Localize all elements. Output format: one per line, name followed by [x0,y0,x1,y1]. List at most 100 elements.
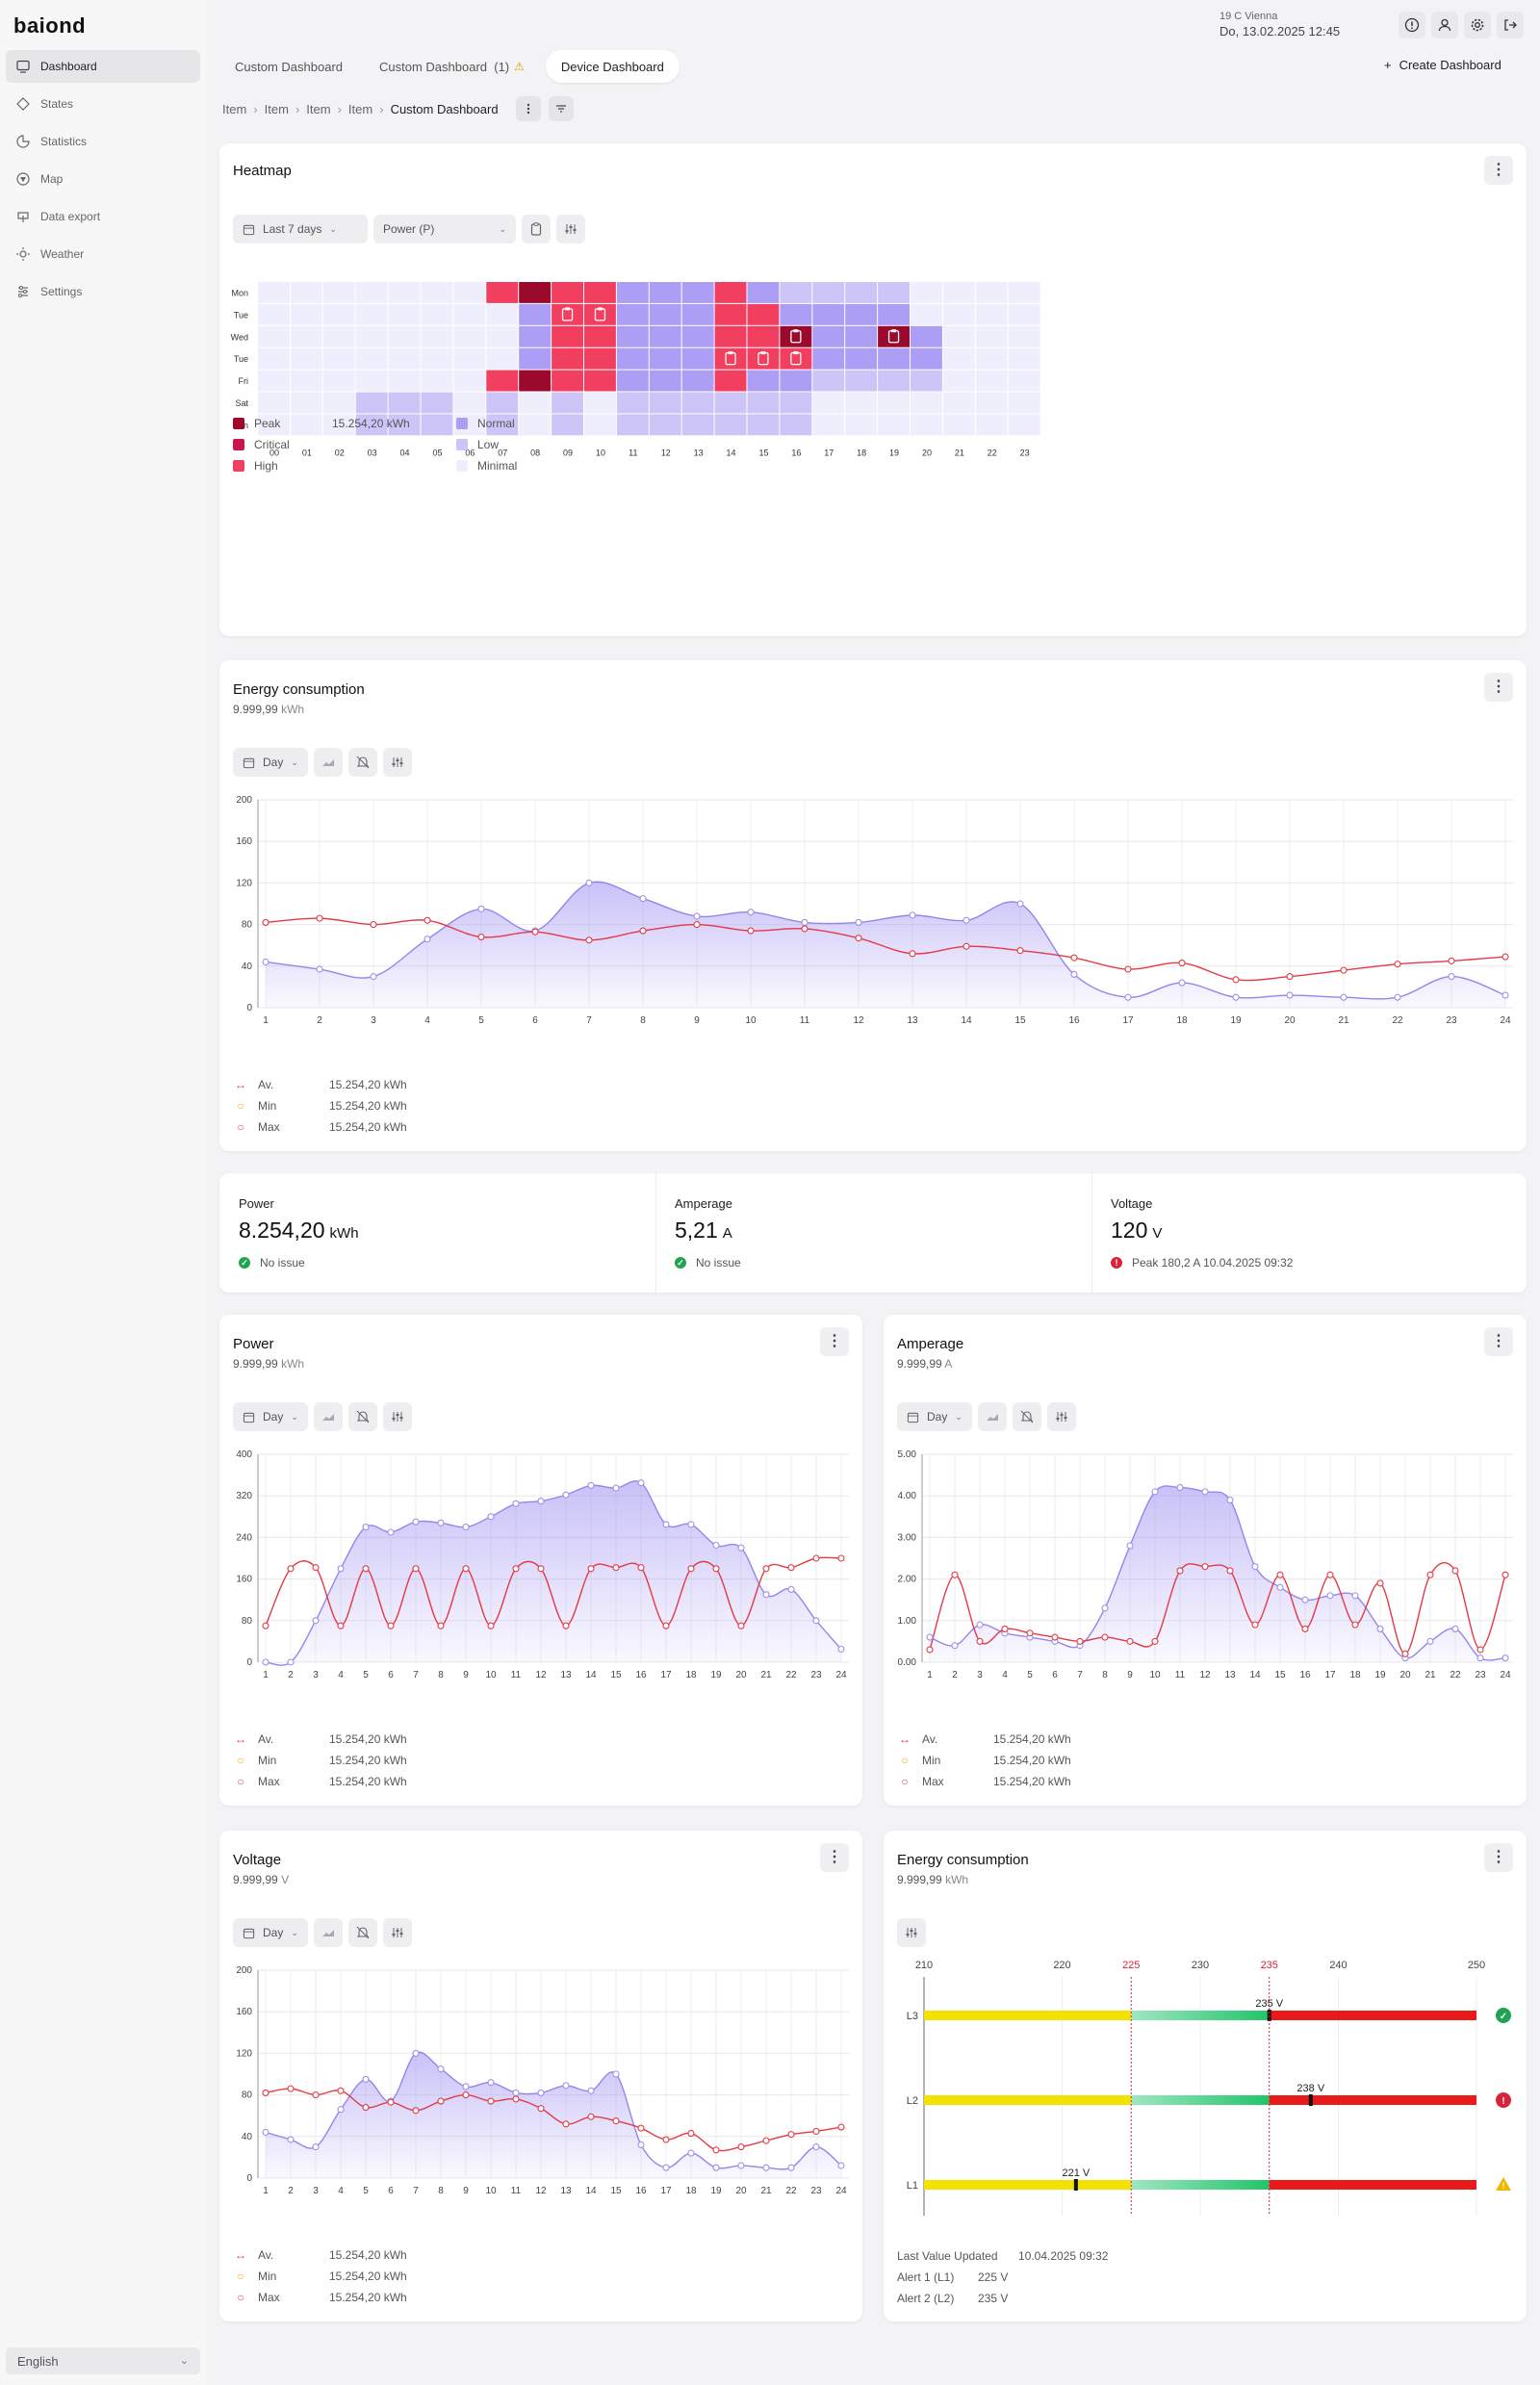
more-menu-icon[interactable]: ⋮ [820,1327,849,1356]
heatmap-cell[interactable] [486,303,519,325]
line-point[interactable] [462,1565,470,1573]
area-point[interactable] [362,1524,370,1531]
heatmap-cell[interactable] [681,392,714,414]
line-point[interactable] [762,2137,770,2144]
line-point[interactable] [362,2104,370,2112]
sidebar-item-data-export[interactable]: Data export [6,200,200,233]
period-select[interactable]: Day ⌄ [233,748,308,777]
heatmap-cell[interactable] [258,414,290,436]
area-point[interactable] [424,936,431,943]
line-point[interactable] [362,1565,370,1573]
tab-device-dashboard[interactable]: Device Dashboard [545,50,680,83]
area-point[interactable] [1448,973,1455,981]
heatmap-cell[interactable] [780,392,812,414]
heatmap-cell[interactable] [290,414,322,436]
clipboard-icon[interactable] [757,351,769,366]
area-point[interactable] [712,1541,720,1550]
area-point[interactable] [1326,1592,1334,1600]
heatmap-cell[interactable] [649,370,681,392]
heatmap-cell[interactable] [322,414,355,436]
heatmap-cell[interactable] [911,282,942,303]
area-point[interactable] [1502,1654,1509,1662]
heatmap-cell[interactable] [322,303,355,325]
heatmap-cell[interactable] [911,325,942,347]
heatmap-cell[interactable] [911,392,942,414]
heatmap-cell[interactable] [649,414,681,436]
heatmap-cell[interactable] [714,282,747,303]
more-menu-icon[interactable]: ⋮ [1484,673,1513,702]
heatmap-cell[interactable] [355,303,388,325]
area-point[interactable] [1286,991,1294,999]
heatmap-cell[interactable] [878,370,910,392]
heatmap-cell[interactable] [290,347,322,370]
line-point[interactable] [639,927,647,935]
heatmap-cell[interactable] [845,347,878,370]
line-point[interactable] [787,1564,795,1572]
line-point[interactable] [812,1554,820,1562]
line-point[interactable] [337,2087,345,2094]
area-point[interactable] [787,2164,795,2171]
value-marker[interactable] [1308,2094,1313,2106]
bell-off-icon[interactable] [347,1402,377,1431]
heatmap-cell[interactable] [584,303,616,325]
line-point[interactable] [1326,1571,1334,1578]
range-select[interactable]: Last 7 days ⌄ [233,215,368,244]
heatmap-cell[interactable] [355,325,388,347]
heatmap-cell[interactable] [812,392,845,414]
line-point[interactable] [909,950,916,958]
heatmap-cell[interactable] [780,370,812,392]
line-point[interactable] [637,1564,645,1572]
area-point[interactable] [926,1633,934,1641]
area-point[interactable] [737,1544,745,1552]
heatmap-cell[interactable] [486,414,519,436]
heatmap-cell[interactable] [552,347,583,370]
area-point[interactable] [612,2070,620,2078]
heatmap-cell[interactable] [747,370,780,392]
area-point[interactable] [1376,1625,1384,1632]
heatmap-cell[interactable] [486,282,519,303]
heatmap-cell[interactable] [616,325,649,347]
area-point[interactable] [837,1645,845,1654]
heatmap-cell[interactable] [453,303,486,325]
area-point[interactable] [801,918,808,926]
line-point[interactable] [1051,1633,1059,1641]
area-point[interactable] [537,1498,545,1505]
area-point[interactable] [637,1479,645,1487]
heatmap-cell[interactable] [486,392,519,414]
heatmap-cell[interactable] [714,303,747,325]
heatmap-cell[interactable] [975,347,1008,370]
heatmap-cell[interactable] [747,347,780,370]
heatmap-cell[interactable] [878,392,910,414]
heatmap-cell[interactable] [845,282,878,303]
sliders-icon[interactable] [382,1402,412,1431]
heatmap-cell[interactable] [519,392,552,414]
info-icon[interactable] [1399,12,1425,38]
line-point[interactable] [424,916,431,924]
line-point[interactable] [287,1565,295,1573]
line-point[interactable] [693,921,701,929]
heatmap-cell[interactable] [322,347,355,370]
area-point[interactable] [1151,1488,1159,1496]
line-point[interactable] [976,1637,984,1645]
line-point[interactable] [437,1622,445,1629]
heatmap-cell[interactable] [747,414,780,436]
area-point[interactable] [1232,993,1240,1001]
heatmap-cell[interactable] [519,325,552,347]
heatmap-cell[interactable] [258,370,290,392]
line-point[interactable] [712,2146,720,2154]
sidebar-item-weather[interactable]: Weather [6,238,200,270]
breadcrumb-item[interactable]: Item [222,101,247,116]
area-point[interactable] [1276,1583,1284,1591]
area-point[interactable] [687,1521,695,1528]
heatmap-cell[interactable] [388,370,421,392]
heatmap-cell[interactable] [942,347,975,370]
line-point[interactable] [1448,957,1455,964]
area-point[interactable] [412,1518,420,1526]
heatmap-cell[interactable] [322,282,355,303]
line-point[interactable] [1286,973,1294,981]
heatmap-cell[interactable] [911,303,942,325]
heatmap-cell[interactable] [878,282,910,303]
line-point[interactable] [687,1565,695,1573]
heatmap-cell[interactable] [845,392,878,414]
heatmap-cell[interactable] [355,347,388,370]
